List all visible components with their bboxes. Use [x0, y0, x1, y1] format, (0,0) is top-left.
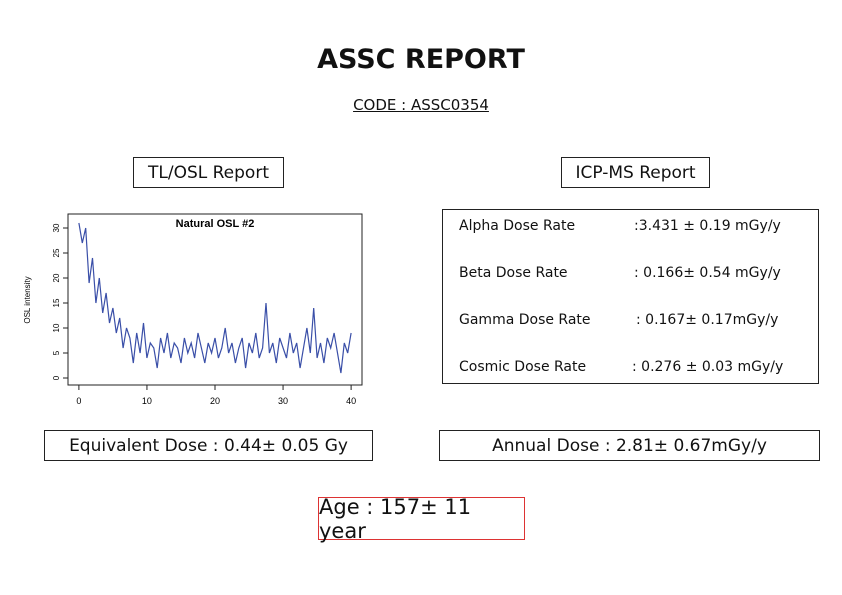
y-tick-label: 20	[52, 273, 61, 282]
x-tick-label: 40	[346, 396, 356, 406]
tl-heading: TL/OSL Report	[133, 157, 284, 188]
x-tick-label: 30	[278, 396, 288, 406]
row-value: : 0.276 ± 0.03 mGy/y	[632, 359, 784, 375]
y-axis-label: OSL intensity	[23, 276, 32, 323]
y-tick-label: 5	[52, 350, 61, 355]
age: Age : 157± 11 year	[318, 495, 525, 543]
title: ASSC REPORT	[317, 44, 525, 75]
row-value: : 0.166± 0.54 mGy/y	[634, 265, 781, 281]
x-tick-label: 10	[142, 396, 152, 406]
code: CODE : ASSC0354	[353, 96, 489, 114]
x-tick-label: 0	[76, 396, 81, 406]
row-label: Cosmic Dose Rate	[459, 359, 587, 375]
row-label: Beta Dose Rate	[459, 265, 568, 281]
annual-dose: Annual Dose : 2.81± 0.67mGy/y	[439, 430, 820, 461]
icp-heading: ICP-MS Report	[561, 157, 710, 188]
plot-frame	[67, 213, 363, 386]
y-tick-label: 30	[52, 223, 61, 232]
dose-table	[442, 209, 819, 384]
chart-title: Natural OSL #2	[176, 218, 255, 230]
equivalent-dose: Equivalent Dose : 0.44± 0.05 Gy	[44, 430, 373, 461]
y-tick-label: 15	[52, 298, 61, 307]
y-tick-label: 25	[52, 248, 61, 257]
y-tick-label: 10	[52, 323, 61, 332]
row-value: : 0.167± 0.17mGy/y	[636, 312, 779, 328]
osl-curve	[78, 222, 352, 374]
row-label: Alpha Dose Rate	[459, 218, 576, 234]
osl-chart: Natural OSL #2 OSL intensity 0 10 20 30 40 0 5…	[23, 213, 363, 406]
row-label: Gamma Dose Rate	[459, 312, 591, 328]
y-tick-label: 0	[52, 375, 61, 380]
x-tick-label: 20	[210, 396, 220, 406]
row-value: :3.431 ± 0.19 mGy/y	[634, 218, 781, 234]
